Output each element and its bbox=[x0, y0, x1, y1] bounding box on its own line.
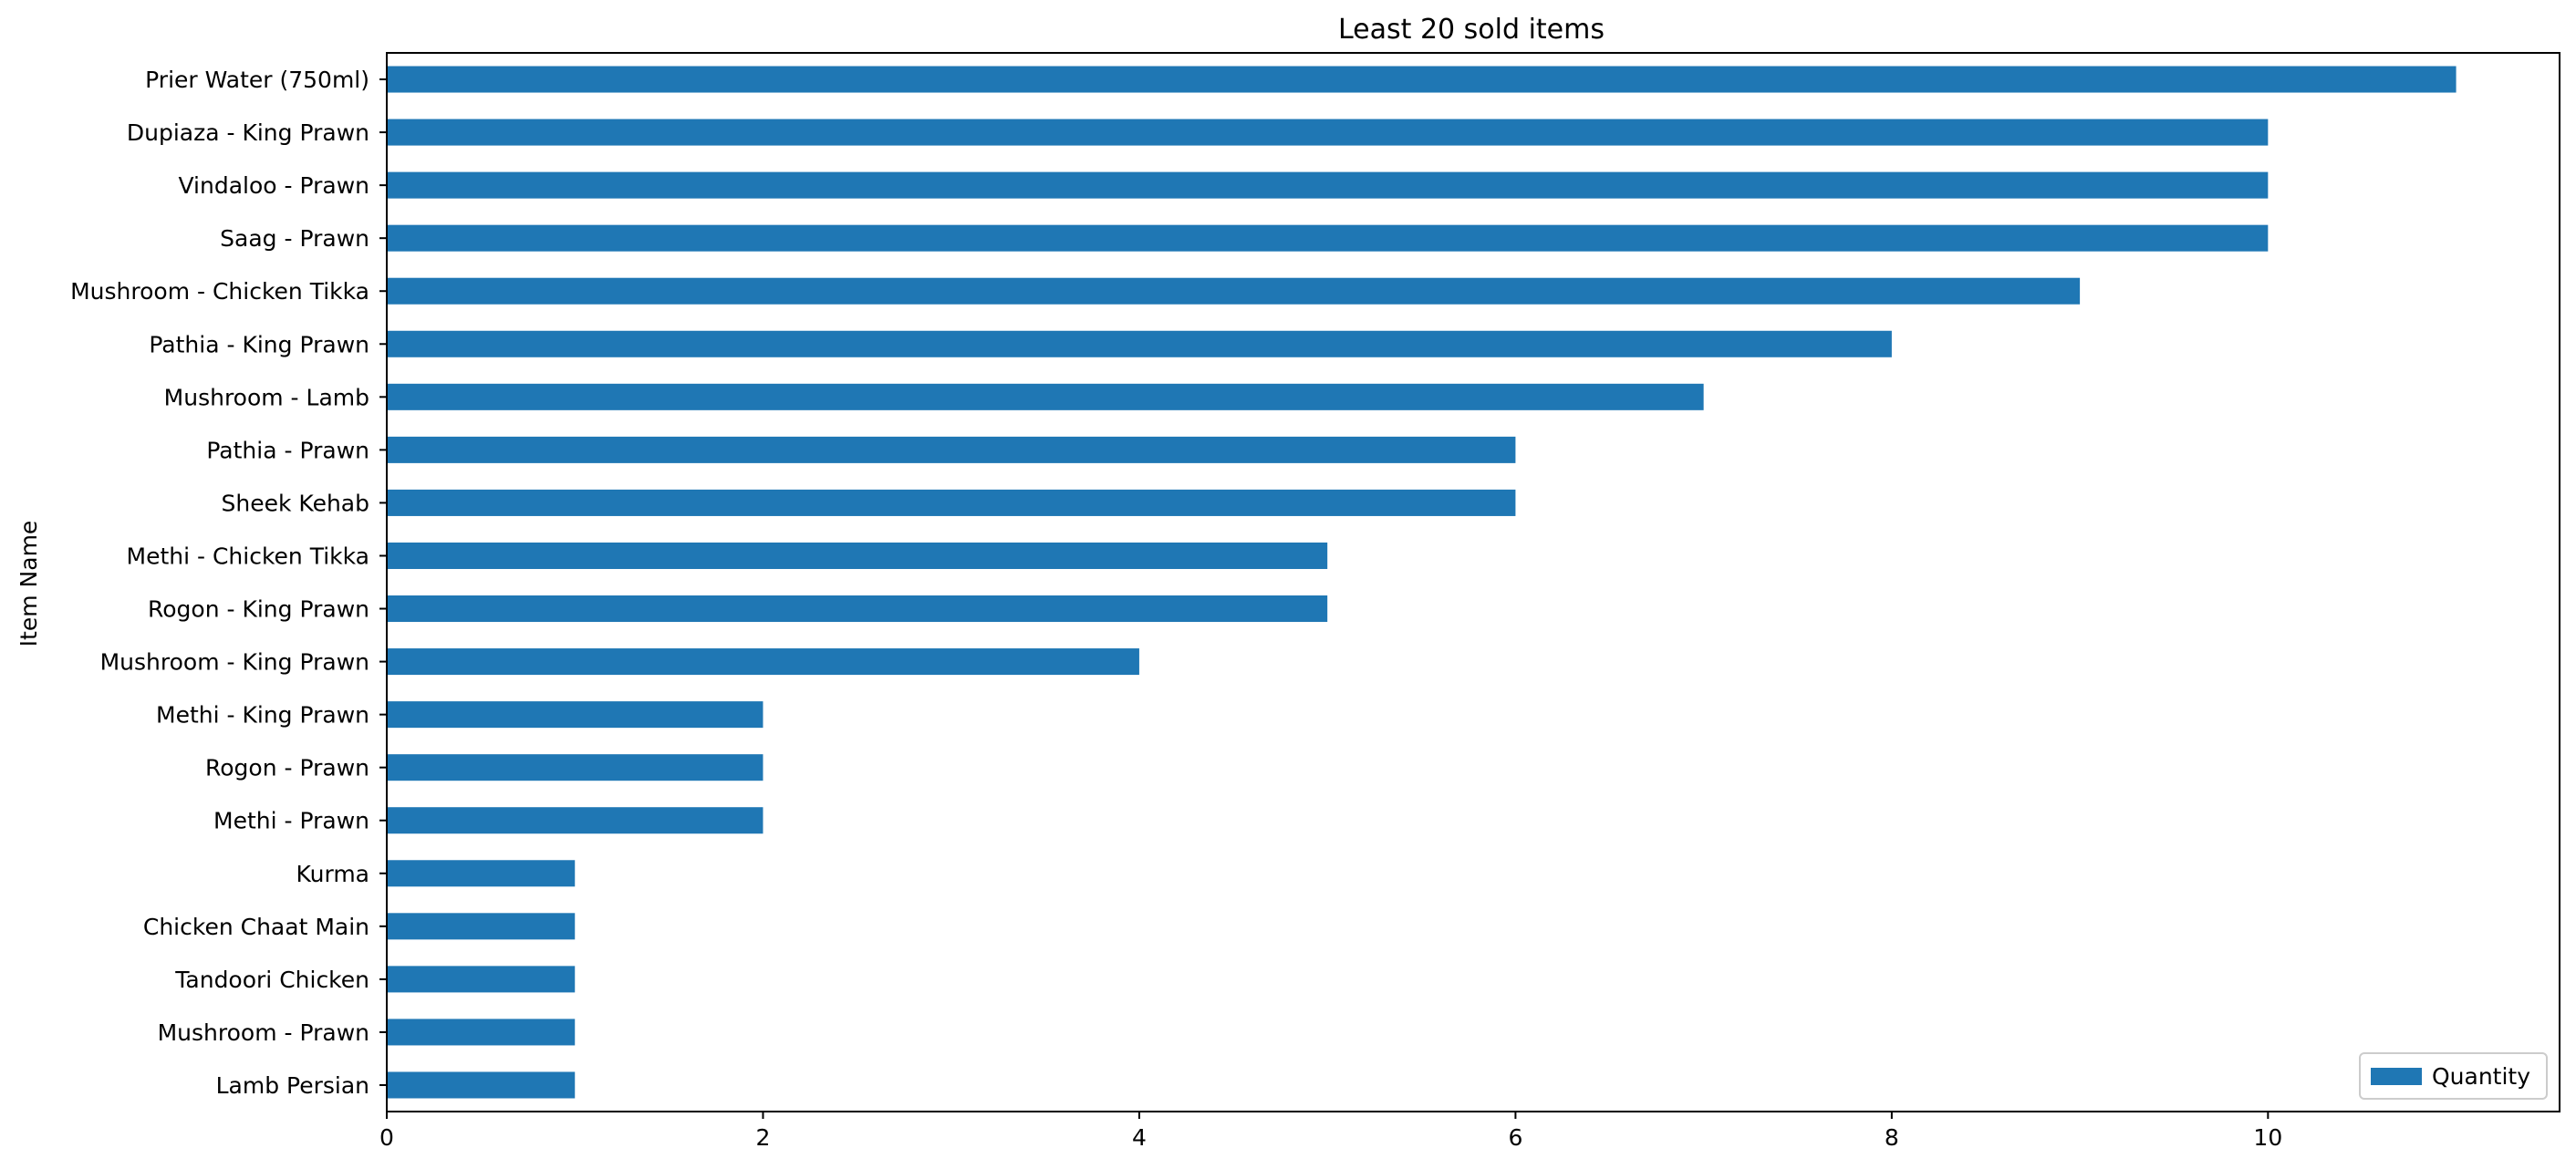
bar bbox=[387, 383, 1704, 410]
bar bbox=[387, 277, 2081, 305]
y-tick-label: Rogon - King Prawn bbox=[148, 596, 369, 623]
y-tick-label: Kurma bbox=[296, 861, 369, 887]
bar bbox=[387, 913, 576, 940]
chart-title: Least 20 sold items bbox=[1338, 14, 1605, 46]
x-tick-label: 2 bbox=[756, 1124, 771, 1151]
x-tick-label: 4 bbox=[1132, 1124, 1147, 1151]
y-axis-label: Item Name bbox=[16, 521, 42, 647]
bar bbox=[387, 807, 763, 834]
legend: Quantity bbox=[2359, 1052, 2548, 1100]
legend-box bbox=[2359, 1052, 2548, 1100]
bar bbox=[387, 701, 763, 729]
y-tick-label: Mushroom - Prawn bbox=[158, 1019, 369, 1046]
y-tick-label: Tandoori Chicken bbox=[174, 967, 369, 993]
bar bbox=[387, 648, 1139, 676]
y-tick-label: Mushroom - Lamb bbox=[164, 384, 369, 410]
bar bbox=[387, 966, 576, 993]
y-tick-label: Dupiaza - King Prawn bbox=[127, 119, 369, 146]
bar bbox=[387, 860, 576, 887]
bar bbox=[387, 224, 2269, 252]
bar bbox=[387, 1071, 576, 1099]
y-axis-ticks: Prier Water (750ml) Dupiaza - King Prawn V… bbox=[70, 67, 387, 1099]
x-axis-ticks: 0 2 4 6 8 10 bbox=[379, 1112, 2282, 1151]
bar bbox=[387, 330, 1892, 357]
y-tick-label: Saag - Prawn bbox=[220, 225, 369, 252]
bar bbox=[387, 754, 763, 781]
y-tick-label: Methi - Prawn bbox=[213, 808, 369, 834]
x-tick-label: 10 bbox=[2253, 1124, 2282, 1151]
bars bbox=[387, 66, 2457, 1099]
y-tick-label: Mushroom - King Prawn bbox=[100, 649, 369, 676]
legend-label: Quantity bbox=[2432, 1063, 2530, 1090]
bar bbox=[387, 542, 1328, 569]
y-tick-label: Rogon - Prawn bbox=[205, 755, 369, 781]
y-tick-label: Pathia - Prawn bbox=[206, 437, 369, 463]
bar bbox=[387, 66, 2457, 93]
bar bbox=[387, 171, 2269, 199]
y-tick-label: Vindaloo - Prawn bbox=[178, 172, 369, 199]
bar bbox=[387, 595, 1328, 623]
y-tick-label: Pathia - King Prawn bbox=[149, 331, 369, 357]
y-tick-label: Sheek Kehab bbox=[222, 490, 369, 516]
y-tick-label: Prier Water (750ml) bbox=[145, 67, 369, 93]
y-tick-label: Methi - King Prawn bbox=[156, 702, 369, 729]
plot-frame bbox=[386, 52, 2560, 1112]
y-tick-label: Methi - Chicken Tikka bbox=[127, 543, 370, 569]
bar bbox=[387, 436, 1516, 463]
bar bbox=[387, 119, 2269, 146]
x-tick-label: 8 bbox=[1885, 1124, 1899, 1151]
y-tick-label: Mushroom - Chicken Tikka bbox=[70, 278, 369, 305]
x-tick-label: 0 bbox=[379, 1124, 394, 1151]
y-tick-label: Lamb Persian bbox=[216, 1072, 369, 1099]
legend-swatch bbox=[2371, 1068, 2422, 1085]
bar bbox=[387, 489, 1516, 516]
x-tick-label: 6 bbox=[1508, 1124, 1522, 1151]
y-tick-label: Chicken Chaat Main bbox=[143, 914, 369, 940]
bar bbox=[387, 1019, 576, 1046]
